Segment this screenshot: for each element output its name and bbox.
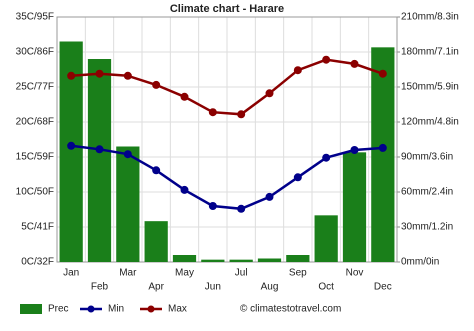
y2-tick-label: 90mm/3.6in xyxy=(401,152,453,163)
x-tick-label: Oct xyxy=(318,282,334,293)
point xyxy=(378,69,387,78)
point xyxy=(180,185,189,194)
y-tick-label: 30C/86F xyxy=(16,47,54,58)
point xyxy=(208,108,217,117)
point xyxy=(95,145,104,154)
point xyxy=(180,92,189,101)
y2-tick-label: 30mm/1.2in xyxy=(401,222,453,233)
plot-frame xyxy=(56,16,398,263)
y-tick-label: 0C/32F xyxy=(21,257,54,268)
y-tick-label: 5C/41F xyxy=(21,222,54,233)
bar xyxy=(59,41,83,262)
x-tick-label: Apr xyxy=(148,282,164,293)
x-tick-label: Mar xyxy=(119,268,137,279)
y2-tick-label: 150mm/5.9in xyxy=(401,82,459,93)
y2-tick-label: 60mm/2.4in xyxy=(401,187,453,198)
x-tick-label: Dec xyxy=(374,282,392,293)
line xyxy=(71,144,383,211)
y2-tick-label: 120mm/4.8in xyxy=(401,117,459,128)
point xyxy=(350,146,359,154)
y-tick-label: 25C/77F xyxy=(16,82,54,93)
bar xyxy=(87,59,112,262)
point xyxy=(322,153,331,162)
legend-label: Max xyxy=(168,304,187,315)
x-tick-label: Sep xyxy=(289,268,307,279)
point xyxy=(237,110,246,119)
y-tick-label: 35C/95F xyxy=(16,12,54,23)
point xyxy=(95,69,104,78)
y-tick-label: 10C/50F xyxy=(16,187,54,198)
legend-swatch xyxy=(87,305,95,313)
point xyxy=(378,143,387,152)
point xyxy=(237,204,246,213)
point xyxy=(152,80,161,89)
bar xyxy=(144,221,168,262)
bar xyxy=(172,255,197,262)
y2-tick-label: 210mm/8.3in xyxy=(401,12,459,23)
point xyxy=(322,55,331,64)
bar xyxy=(342,152,367,262)
y-tick-label: 20C/68F xyxy=(16,117,54,128)
bar xyxy=(371,47,395,263)
point xyxy=(123,71,132,80)
bar xyxy=(201,259,225,262)
point xyxy=(152,166,161,175)
legend-swatch xyxy=(147,305,155,313)
source: © climatestotravel.com xyxy=(240,304,341,315)
x-tick-label: Jan xyxy=(63,268,79,279)
x-tick-label: Aug xyxy=(261,282,279,293)
point xyxy=(265,192,274,201)
point xyxy=(293,66,302,75)
point xyxy=(265,89,274,98)
point xyxy=(67,71,76,80)
y2-tick-label: 0mm/0in xyxy=(401,257,439,268)
bar xyxy=(314,215,338,262)
x-tick-label: May xyxy=(175,268,194,279)
bar xyxy=(286,255,310,262)
point xyxy=(350,59,359,68)
x-tick-label: Feb xyxy=(91,282,109,293)
point xyxy=(123,150,132,159)
x-tick-label: Nov xyxy=(346,268,364,279)
x-tick-label: Jul xyxy=(235,268,248,279)
line xyxy=(71,58,384,116)
bar xyxy=(257,258,282,262)
y-tick-label: 15C/59F xyxy=(16,152,54,163)
point xyxy=(208,202,217,210)
point xyxy=(293,173,302,182)
legend-swatch xyxy=(20,304,42,314)
chart-title: Climate chart - Harare xyxy=(170,3,284,15)
x-tick-label: Jun xyxy=(205,282,221,293)
point xyxy=(67,141,76,150)
legend-label: Min xyxy=(108,304,124,315)
y2-tick-label: 180mm/7.1in xyxy=(401,47,459,58)
bar xyxy=(116,146,140,262)
legend-label: Prec xyxy=(48,304,69,315)
bar xyxy=(229,259,253,262)
